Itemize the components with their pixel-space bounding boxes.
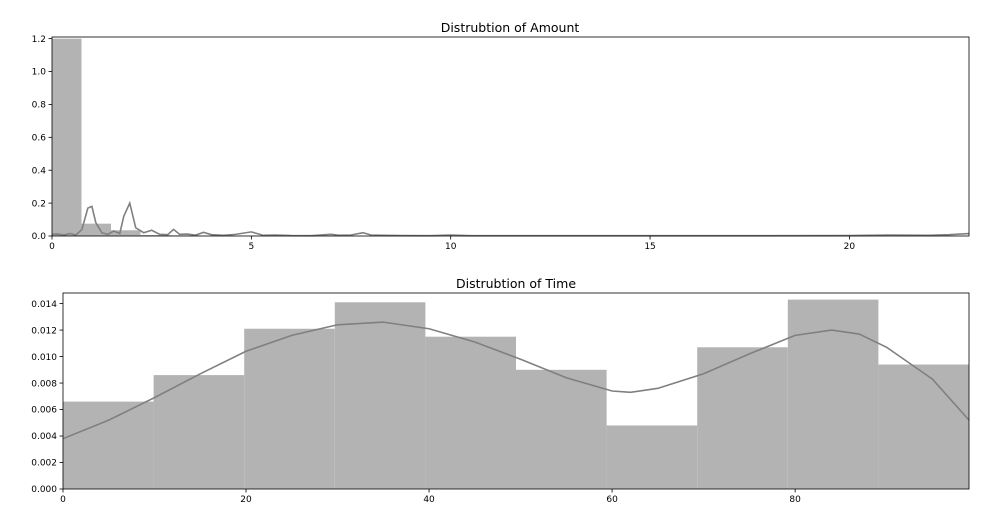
amount-bar-0 [52,38,82,237]
time-xtick-label: 20 [240,495,252,505]
time-ytick-label: 0.014 [31,300,57,310]
time-bar-0 [63,401,154,489]
time-ytick-label: 0.002 [31,459,57,469]
amount-x-axis: 0 5 10 15 20 [49,236,855,252]
amount-ytick-label: 0.6 [32,134,47,144]
time-bar-6 [606,425,698,489]
time-xtick-label: 40 [423,495,435,505]
amount-bar-3 [140,235,171,236]
time-bar-2 [244,328,335,489]
time-ytick-label: 0.012 [31,326,57,336]
amount-xtick-label: 10 [445,242,457,252]
time-chart-panel: Distrubtion of Time 0 20 40 60 80 0.000 0.002… [31,276,970,505]
time-bar-7 [697,347,788,489]
amount-ytick-label: 1.0 [32,68,47,78]
amount-xtick-label: 5 [248,242,254,252]
time-y-axis: 0.000 0.002 0.004 0.006 0.008 0.010 0.012 0.014 [31,300,63,495]
time-xtick-label: 0 [60,495,66,505]
amount-xtick-label: 20 [844,242,856,252]
time-bar-3 [334,302,426,489]
time-ytick-label: 0.006 [31,406,57,416]
amount-ytick-label: 0.8 [32,101,47,111]
amount-ytick-label: 1.2 [32,35,46,45]
time-bar-5 [516,369,607,489]
amount-kde-line [51,200,970,237]
amount-ytick-label: 0.2 [32,199,46,209]
amount-chart-title: Distrubtion of Amount [441,20,580,35]
amount-bar-2 [111,230,141,236]
amount-y-axis: 0.0 0.2 0.4 0.6 0.8 1.0 1.2 [32,35,52,242]
amount-xtick-label: 0 [49,242,55,252]
amount-xtick-label: 15 [644,242,655,252]
time-bar-8 [787,299,879,489]
time-ytick-label: 0.010 [31,353,57,363]
time-bar-4 [425,336,516,489]
time-chart-title: Distrubtion of Time [456,276,576,291]
amount-chart-panel: Distrubtion of Amount 0 5 10 15 20 0.0 0.2 0.4… [32,20,970,252]
time-plot-frame [62,292,970,490]
time-ytick-label: 0.004 [31,432,57,442]
time-xtick-label: 60 [606,495,618,505]
time-kde-line [62,321,970,440]
time-ytick-label: 0.000 [31,485,57,495]
time-bar-9 [878,364,969,489]
amount-ytick-label: 0.0 [32,232,47,242]
time-bars [63,299,969,489]
time-xtick-label: 80 [789,495,801,505]
amount-ytick-label: 0.4 [32,166,47,176]
amount-bars [52,38,289,237]
time-ytick-label: 0.008 [31,379,57,389]
time-bar-1 [153,375,245,489]
amount-plot-frame [51,36,970,237]
time-x-axis: 0 20 40 60 80 [60,489,801,505]
